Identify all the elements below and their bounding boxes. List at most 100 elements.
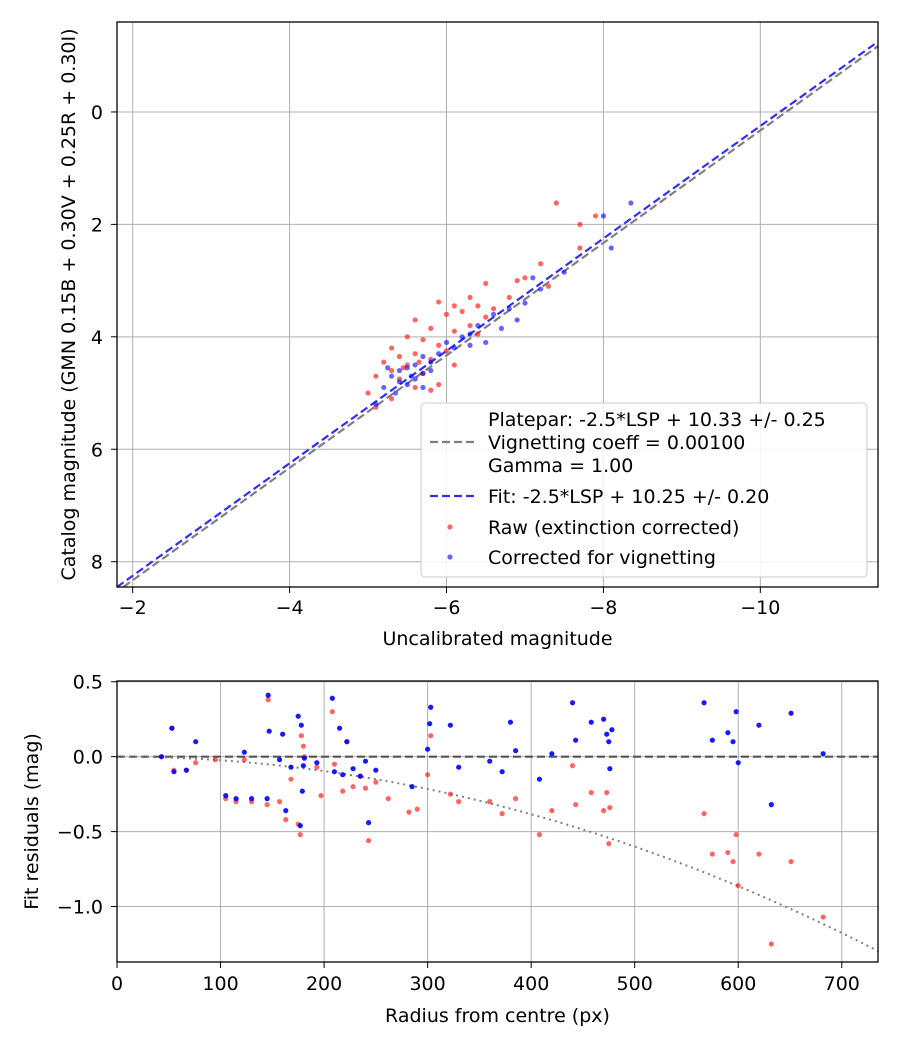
corrected-residual-point bbox=[427, 721, 433, 727]
bottom-y-tick-label: −1.0 bbox=[57, 897, 103, 919]
legend-platepar-label: Platepar: -2.5*LSP + 10.33 +/- 0.25 bbox=[488, 409, 826, 431]
raw-residual-point bbox=[298, 733, 304, 739]
corrected-point bbox=[420, 370, 426, 376]
corrected-point bbox=[514, 317, 520, 323]
bottom-x-tick-label: 100 bbox=[202, 973, 238, 995]
corrected-point bbox=[392, 390, 399, 396]
top-x-tick-label: −4 bbox=[276, 597, 304, 619]
corrected-residual-point bbox=[447, 722, 453, 728]
corrected-residual-point bbox=[609, 727, 615, 733]
bottom-plot-y-axis-label: Fit residuals (mag) bbox=[21, 733, 43, 910]
raw-point bbox=[396, 353, 403, 360]
corrected-point bbox=[443, 339, 450, 346]
raw-residual-point bbox=[725, 849, 731, 856]
bottom-y-tick-label: −0.5 bbox=[57, 822, 103, 844]
corrected-point bbox=[600, 213, 607, 219]
bottom-plot-y-ticks: 0.5 0.0 −0.5 −1.0 bbox=[57, 672, 117, 919]
corrected-residual-point bbox=[768, 802, 774, 808]
raw-point bbox=[467, 322, 473, 329]
raw-point bbox=[428, 325, 434, 331]
top-y-tick-label: 0 bbox=[91, 102, 103, 124]
corrected-point bbox=[506, 306, 512, 312]
top-y-tick-label: 4 bbox=[91, 327, 103, 349]
corrected-point bbox=[608, 245, 614, 251]
raw-residual-point bbox=[709, 851, 715, 857]
raw-residual-point bbox=[350, 784, 356, 790]
corrected-point bbox=[436, 351, 442, 357]
raw-residual-point bbox=[768, 941, 774, 947]
raw-point bbox=[416, 359, 422, 365]
raw-residual-point bbox=[606, 841, 612, 847]
raw-point bbox=[451, 303, 457, 309]
corrected-residual-point bbox=[233, 796, 239, 802]
raw-point bbox=[381, 359, 387, 365]
corrected-residual-point bbox=[513, 748, 519, 754]
corrected-residual-point bbox=[183, 767, 189, 773]
corrected-residual-point bbox=[573, 737, 579, 743]
corrected-point bbox=[420, 384, 426, 391]
corrected-residual-point bbox=[276, 757, 283, 763]
corrected-point bbox=[373, 401, 379, 407]
top-plot-y-axis-label: Catalog magnitude (GMN 0.15B + 0.30V + 0… bbox=[58, 28, 80, 580]
bottom-x-tick-label: 600 bbox=[720, 973, 756, 995]
raw-residual-point bbox=[549, 808, 555, 814]
raw-residual-point bbox=[788, 858, 794, 865]
raw-point bbox=[436, 342, 442, 348]
raw-point bbox=[475, 331, 481, 337]
corrected-residual-point bbox=[357, 773, 363, 779]
raw-residual-point bbox=[297, 832, 303, 838]
raw-point bbox=[420, 337, 426, 343]
corrected-residual-point bbox=[756, 722, 762, 728]
corrected-residual-point bbox=[425, 746, 431, 752]
raw-point bbox=[373, 373, 379, 379]
raw-residual-point bbox=[601, 808, 607, 814]
legend-vignetting-label: Vignetting coeff = 0.00100 bbox=[488, 432, 745, 454]
legend-gamma-label: Gamma = 1.00 bbox=[488, 455, 633, 477]
corrected-residual-point bbox=[373, 767, 379, 773]
corrected-point bbox=[428, 367, 434, 374]
top-x-tick-label: −6 bbox=[432, 597, 460, 619]
raw-point bbox=[436, 382, 442, 388]
corrected-residual-point bbox=[297, 823, 303, 829]
raw-point bbox=[522, 275, 528, 281]
raw-residual-point bbox=[487, 799, 493, 805]
raw-residual-point bbox=[241, 757, 247, 763]
top-plot-frame bbox=[116, 21, 879, 588]
corrected-point bbox=[475, 322, 481, 329]
raw-residual-point bbox=[365, 838, 372, 844]
bottom-x-tick-label: 200 bbox=[306, 973, 342, 995]
top-x-tick-label: −2 bbox=[119, 597, 147, 619]
raw-residual-point bbox=[733, 832, 739, 838]
raw-residual-point bbox=[820, 914, 826, 920]
raw-residual-point bbox=[265, 697, 271, 703]
corrected-residual-point bbox=[365, 820, 372, 826]
corrected-residual-point bbox=[300, 763, 306, 769]
corrected-residual-point bbox=[241, 749, 247, 755]
corrected-residual-point bbox=[288, 764, 294, 770]
bottom-x-tick-label: 400 bbox=[513, 973, 549, 995]
raw-point bbox=[577, 245, 583, 251]
raw-residual-point bbox=[730, 858, 736, 865]
corrected-point bbox=[396, 367, 403, 374]
corrected-residual-point bbox=[788, 710, 794, 716]
corrected-residual-point bbox=[280, 731, 286, 737]
corrected-residual-point bbox=[266, 728, 272, 734]
corrected-point bbox=[459, 334, 465, 340]
raw-residual-point bbox=[701, 811, 707, 817]
top-x-tick-label: −10 bbox=[740, 597, 780, 619]
corrected-residual-point bbox=[604, 731, 610, 737]
raw-residual-point bbox=[513, 796, 519, 802]
corrected-residual-point bbox=[709, 737, 715, 743]
corrected-point bbox=[388, 373, 395, 379]
corrected-residual-point bbox=[569, 700, 576, 706]
raw-point bbox=[400, 365, 406, 371]
bottom-x-tick-label: 300 bbox=[409, 973, 445, 995]
legend-corrected-label: Corrected for vignetting bbox=[488, 547, 716, 569]
raw-residual-point bbox=[735, 882, 741, 889]
corrected-point bbox=[538, 286, 544, 292]
top-plot-x-axis-label: Uncalibrated magnitude bbox=[382, 628, 612, 650]
corrected-residual-point bbox=[409, 784, 415, 790]
raw-point bbox=[428, 387, 434, 393]
raw-residual-point bbox=[425, 772, 431, 778]
bottom-y-tick-label: 0.0 bbox=[73, 747, 103, 769]
